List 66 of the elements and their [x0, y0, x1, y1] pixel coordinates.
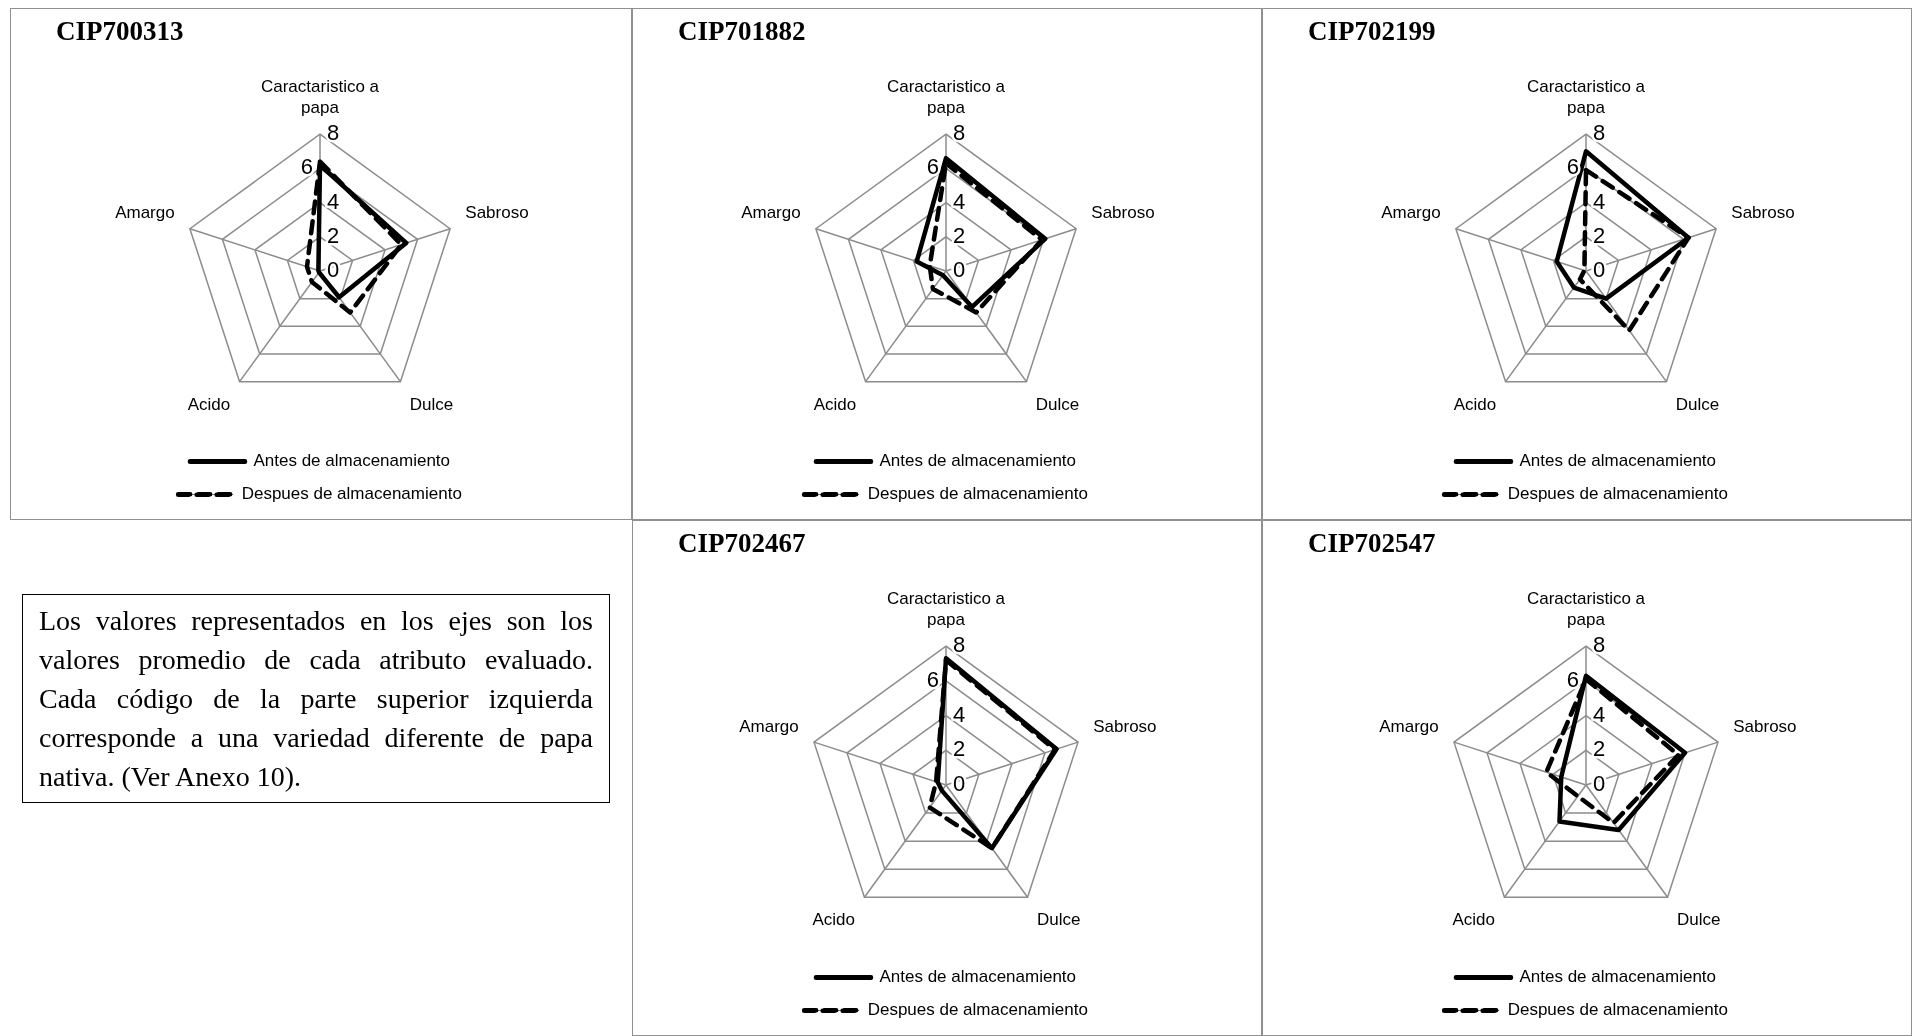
spoke-label: Dulce — [409, 394, 454, 414]
y-tick-label: 6 — [1566, 154, 1580, 180]
y-tick-label: 4 — [953, 701, 966, 727]
spoke-label: Dulce — [1675, 394, 1720, 414]
spoke-label: Amargo — [739, 716, 799, 736]
y-tick-label: 2 — [1593, 222, 1606, 248]
y-tick-label: 8 — [953, 120, 966, 146]
spoke-label: Amargo — [741, 203, 801, 223]
chart-title: CIP701882 — [678, 16, 806, 47]
spoke-label: Caractaristico a papa — [1526, 589, 1646, 629]
spoke-label: Acido — [812, 910, 856, 930]
spoke-label: Sabroso — [1093, 716, 1157, 736]
chart-title: CIP700313 — [56, 16, 184, 47]
y-tick-label: 4 — [327, 188, 340, 214]
y-tick-label: 0 — [327, 257, 340, 283]
spoke-label: Acido — [813, 394, 857, 414]
spoke-label: Amargo — [1379, 716, 1439, 736]
y-tick-label: 2 — [953, 736, 966, 762]
y-tick-label: 0 — [1593, 257, 1606, 283]
spoke-label: Caractaristico a papa — [1526, 77, 1646, 117]
legend-label: Despues de almacenamiento — [867, 1000, 1088, 1020]
legend-label: Despues de almacenamiento — [1507, 484, 1728, 504]
legend-label: Despues de almacenamiento — [1507, 1000, 1728, 1020]
y-tick-label: 2 — [327, 222, 340, 248]
spoke-label: Sabroso — [1731, 203, 1795, 223]
spoke-label: Sabroso — [1091, 203, 1155, 223]
legend-label: Antes de almacenamiento — [1519, 451, 1717, 471]
spoke-label: Acido — [187, 394, 231, 414]
legend-label: Antes de almacenamiento — [253, 451, 451, 471]
legend-label: Despues de almacenamiento — [241, 484, 462, 504]
y-tick-label: 6 — [1566, 666, 1580, 692]
spoke-label: Sabroso — [465, 203, 529, 223]
spoke-label: Caractaristico a papa — [260, 77, 380, 117]
y-tick-label: 0 — [953, 771, 966, 797]
y-tick-label: 0 — [953, 257, 966, 283]
y-tick-label: 0 — [1593, 771, 1606, 797]
legend-label: Antes de almacenamiento — [1519, 967, 1717, 987]
spoke-label: Dulce — [1676, 910, 1721, 930]
chart-title: CIP702199 — [1308, 16, 1436, 47]
y-tick-label: 8 — [953, 632, 966, 658]
legend-label: Antes de almacenamiento — [879, 967, 1077, 987]
y-tick-label: 4 — [1593, 701, 1606, 727]
legend-label: Despues de almacenamiento — [867, 484, 1088, 504]
y-tick-label: 8 — [1593, 632, 1606, 658]
spoke-label: Caractaristico a papa — [886, 77, 1006, 117]
spoke-label: Dulce — [1036, 910, 1081, 930]
spoke-label: Acido — [1453, 394, 1497, 414]
spoke-label: Sabroso — [1733, 716, 1797, 736]
y-tick-label: 6 — [926, 666, 940, 692]
y-tick-label: 8 — [1593, 120, 1606, 146]
spoke-label: Amargo — [115, 203, 175, 223]
legend-label: Antes de almacenamiento — [879, 451, 1077, 471]
y-tick-label: 2 — [1593, 736, 1606, 762]
spoke-label: Amargo — [1381, 203, 1441, 223]
chart-title: CIP702547 — [1308, 528, 1436, 559]
chart-title: CIP702467 — [678, 528, 806, 559]
spoke-label: Dulce — [1035, 394, 1080, 414]
y-tick-label: 2 — [953, 222, 966, 248]
y-tick-label: 8 — [327, 120, 340, 146]
y-tick-label: 4 — [1593, 188, 1606, 214]
spoke-label: Acido — [1452, 910, 1496, 930]
y-tick-label: 6 — [300, 154, 314, 180]
spoke-label: Caractaristico a papa — [886, 589, 1006, 629]
text: Los valores representados en los ejes son los valores promedio de cada atributo evaluado. Cada código de la parte superior izquierda corresponde a una variedad diferente de papa nativa. (Ver Anexo 10). — [22, 594, 610, 803]
y-tick-label: 6 — [926, 154, 940, 180]
y-tick-label: 4 — [953, 188, 966, 214]
